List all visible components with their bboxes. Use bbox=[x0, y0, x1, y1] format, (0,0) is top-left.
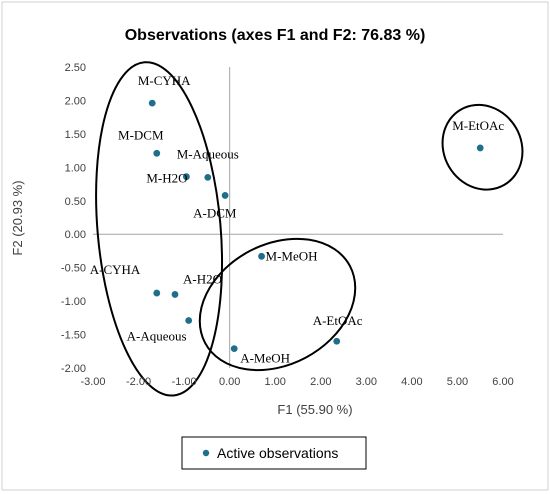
data-point-label: M-EtOAc bbox=[452, 118, 504, 133]
data-point bbox=[258, 252, 265, 260]
cluster-ellipse bbox=[441, 103, 524, 191]
cluster-ellipses bbox=[95, 61, 524, 397]
data-point-label: A-H2O bbox=[183, 271, 222, 286]
y-tick-label: 0.00 bbox=[65, 229, 86, 241]
x-tick-label: 6.00 bbox=[492, 376, 513, 388]
data-point bbox=[185, 317, 193, 324]
y-tick-label: 0.50 bbox=[65, 196, 86, 208]
data-point-label: A-Aqueous bbox=[127, 329, 187, 344]
y-tick-label: 2.50 bbox=[65, 62, 86, 74]
data-point bbox=[333, 337, 341, 345]
y-tick-label: 1.50 bbox=[65, 129, 86, 141]
data-point bbox=[221, 192, 229, 199]
data-point-label: A-MeOH bbox=[240, 351, 290, 366]
data-point-label: M-Aqueous bbox=[177, 146, 239, 161]
data-point-label: A-EtOAc bbox=[313, 313, 363, 328]
x-tick-label: 1.00 bbox=[265, 376, 286, 388]
x-tick-label: 0.00 bbox=[219, 376, 240, 388]
data-point bbox=[153, 149, 161, 157]
cluster-ellipse bbox=[198, 237, 357, 372]
y-tick-label: -0.50 bbox=[61, 263, 86, 275]
cluster-ellipse bbox=[95, 61, 224, 397]
data-point-label: M-MeOH bbox=[266, 248, 318, 263]
data-point bbox=[476, 144, 484, 152]
legend-marker bbox=[202, 449, 210, 457]
chart-title: Observations (axes F1 and F2: 76.83 %) bbox=[125, 27, 426, 44]
x-tick-label: 4.00 bbox=[401, 376, 422, 388]
x-tick-label: 5.00 bbox=[447, 376, 468, 388]
legend: Active observations bbox=[181, 436, 367, 470]
x-tick-label: -1.00 bbox=[172, 376, 197, 388]
x-tick-label: 2.00 bbox=[310, 376, 331, 388]
y-tick-label: -2.00 bbox=[61, 363, 86, 375]
y-tick-label: -1.50 bbox=[61, 330, 86, 342]
x-tick-label: -2.00 bbox=[126, 376, 151, 388]
data-point bbox=[153, 289, 161, 297]
x-axis-label: F1 (55.90 %) bbox=[277, 402, 352, 417]
plot-area bbox=[93, 67, 503, 368]
x-tick-label: -3.00 bbox=[80, 376, 105, 388]
data-point-label: A-DCM bbox=[193, 205, 237, 220]
data-point bbox=[182, 173, 190, 181]
legend-label: Active observations bbox=[217, 445, 338, 461]
data-point-label: A-CYHA bbox=[90, 262, 141, 277]
data-point-label: M-DCM bbox=[118, 127, 164, 142]
data-point bbox=[171, 291, 179, 298]
tick-labels: -3.00 -2.00 -1.00 0.00 1.00 2.00 3.00 4.00 5.00 6… bbox=[61, 62, 514, 388]
y-tick-label: -1.00 bbox=[61, 296, 86, 308]
y-tick-label: 1.00 bbox=[65, 162, 86, 174]
data-point bbox=[230, 345, 238, 353]
data-points: M-CYHA M-DCM M-Aqueous M-H2O A-DCM M-MeOH A-CY… bbox=[90, 73, 505, 365]
legend-box bbox=[181, 436, 367, 470]
data-point bbox=[148, 99, 156, 107]
y-axis-label: F2 (20.93 %) bbox=[10, 180, 25, 255]
data-point-label: M-H2O bbox=[146, 171, 187, 186]
y-tick-label: 2.00 bbox=[65, 95, 86, 107]
data-point-label: M-CYHA bbox=[138, 73, 191, 88]
x-tick-label: 3.00 bbox=[356, 376, 377, 388]
data-point bbox=[204, 173, 212, 181]
